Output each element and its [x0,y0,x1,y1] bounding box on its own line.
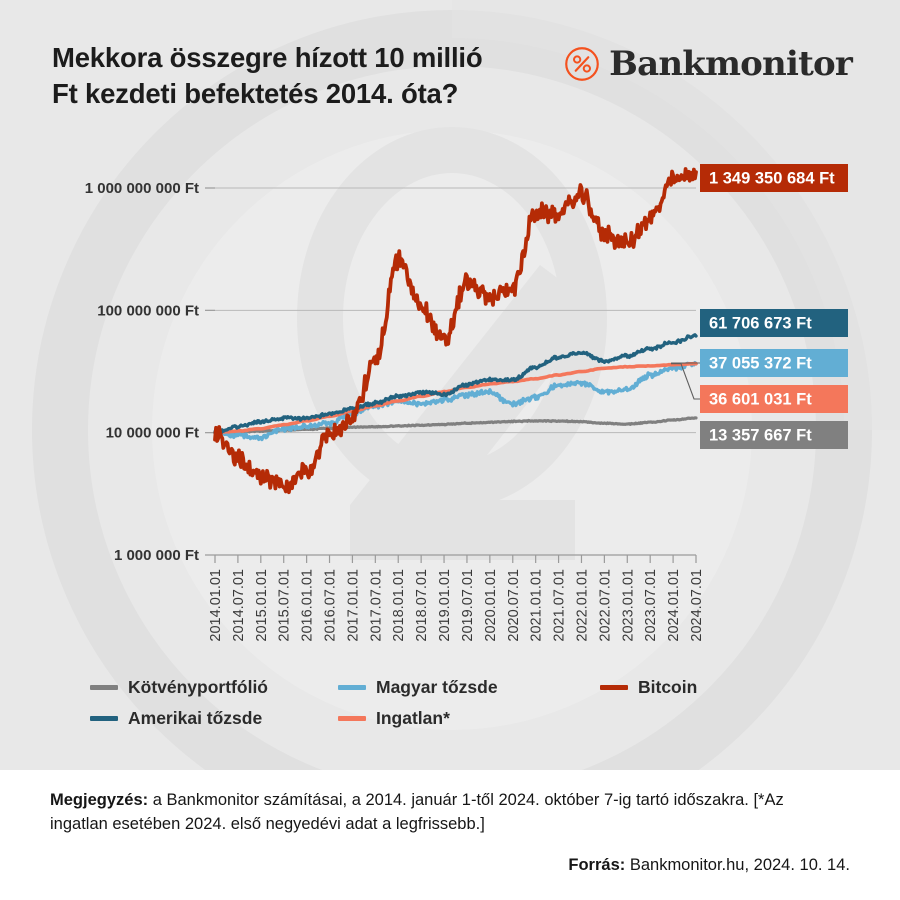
legend-label: Magyar tőzsde [376,677,498,697]
y-axis-tick-label: 1 000 000 Ft [114,547,199,564]
end-value-text: 13 357 667 Ft [709,426,812,444]
legend-item-bitcoin[interactable]: Bitcoin [600,677,800,698]
x-axis-tick-label: 2024.07.01 [689,569,705,642]
y-axis-tick-label: 10 000 000 Ft [106,425,199,442]
end-value-badge [700,349,848,377]
brand-name: Bankmonitor [609,44,853,84]
legend-item-ingatlan[interactable]: Ingatlan* [338,708,600,729]
percent-circle-icon [565,47,599,81]
title-line-1: Mekkora összegre hízott 10 millió [52,42,483,73]
legend-swatch-icon [338,685,366,690]
x-axis-tick-label: 2022.07.01 [597,569,613,642]
source-label: Forrás: [568,856,626,874]
x-axis-tick-label: 2015.07.01 [277,569,293,642]
leader-line-realestate [671,363,700,400]
series-line-amerikai-t-zsde [213,333,698,435]
legend-swatch-icon [90,716,118,721]
series-line-magyar-t-zsde [213,360,698,442]
end-value-label-us-stock: 61 706 673 Ft [700,309,848,337]
page-title: Mekkora összegre hízott 10 millió Ft kez… [52,40,612,113]
chart-legend: Kötvényportfólió Magyar tőzsde Bitcoin A… [90,672,810,734]
x-axis-tick-label: 2016.01.01 [300,569,316,642]
x-axis-tick-label: 2021.01.01 [529,569,545,642]
x-axis-tick-label: 2020.07.01 [506,569,522,642]
legend-item-amerikai-tozsde[interactable]: Amerikai tőzsde [90,708,338,729]
y-axis-tick-label: 1 000 000 000 Ft [85,180,199,197]
x-axis-tick-label: 2017.01.01 [345,569,361,642]
x-axis-tick-label: 2014.07.01 [231,569,247,642]
x-axis-tick-label: 2023.07.01 [643,569,659,642]
end-value-text: 36 601 031 Ft [709,390,812,408]
legend-label: Ingatlan* [376,708,450,728]
end-value-badge [700,164,848,192]
legend-item-magyar-tozsde[interactable]: Magyar tőzsde [338,677,600,698]
x-axis-tick-label: 2016.07.01 [323,569,339,642]
end-value-badge [700,385,848,413]
chart-plot: 1 000 000 Ft 10 000 000 Ft 100 000 000 Ft 1… [85,164,848,642]
end-value-text: 1 349 350 684 Ft [709,169,835,187]
legend-row-1: Kötvényportfólió Magyar tőzsde Bitcoin [90,672,810,703]
note-text: Megjegyzés: a Bankmonitor számításai, a … [50,789,840,837]
legend-swatch-icon [90,685,118,690]
note-label: Megjegyzés: [50,791,149,809]
title-line-2: Ft kezdeti befektetés 2014. óta? [52,78,459,110]
legend-swatch-icon [600,685,628,690]
x-axis-tick-label: 2019.01.01 [437,569,453,642]
end-value-label-hungarian-stock: 37 055 372 Ft [700,349,848,377]
x-axis-tick-label: 2021.07.01 [552,569,568,642]
end-value-badge [700,309,848,337]
legend-label: Amerikai tőzsde [128,708,263,728]
legend-label: Bitcoin [638,677,698,697]
end-value-text: 61 706 673 Ft [709,314,812,332]
legend-row-2: Amerikai tőzsde Ingatlan* [90,703,810,734]
x-axis-tick-label: 2014.01.01 [208,569,224,642]
series-line-bitcoin [213,167,698,495]
x-axis-tick-label: 2018.01.01 [391,569,407,642]
end-value-label-realestate: 36 601 031 Ft [700,385,848,413]
source-text: Forrás: Bankmonitor.hu, 2024. 10. 14. [568,856,850,875]
x-axis-tick-label: 2017.07.01 [368,569,384,642]
x-axis-tick-label: 2015.01.01 [254,569,270,642]
chart-card: Mekkora összegre hízott 10 millió Ft kez… [0,0,900,770]
x-axis-tick-label: 2018.07.01 [414,569,430,642]
end-value-label-bond: 13 357 667 Ft [700,421,848,449]
legend-item-kotvenyportfolio[interactable]: Kötvényportfólió [90,677,338,698]
x-axis-tick-label: 2019.07.01 [460,569,476,642]
footer: Megjegyzés: a Bankmonitor számításai, a … [0,770,900,900]
end-value-label-bitcoin: 1 349 350 684 Ft [700,164,848,192]
x-axis-tick-label: 2023.01.01 [620,569,636,642]
note-body: a Bankmonitor számításai, a 2014. január… [50,791,784,833]
end-value-text: 37 055 372 Ft [709,354,812,372]
x-axis-tick-label: 2022.01.01 [574,569,590,642]
legend-label: Kötvényportfólió [128,677,268,697]
y-axis-tick-label: 100 000 000 Ft [97,302,199,319]
end-value-badge [700,421,848,449]
x-axis-tick-label: 2024.01.01 [666,569,682,642]
brand-logo: Bankmonitor [564,44,853,84]
legend-swatch-icon [338,716,366,721]
x-axis-tick-label: 2020.01.01 [483,569,499,642]
source-body: Bankmonitor.hu, 2024. 10. 14. [625,856,850,874]
